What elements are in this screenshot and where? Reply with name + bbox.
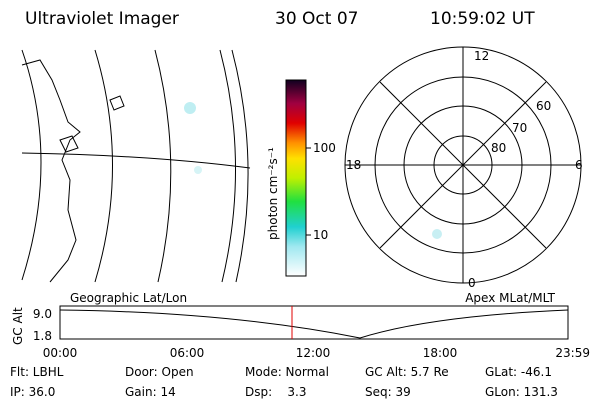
colorbar [285, 79, 307, 277]
hour-label: 6 [575, 158, 583, 172]
y-tick-label: 1.8 [33, 329, 52, 343]
footer-field: Door: Open [125, 365, 194, 379]
gc-alt-curve [59, 309, 569, 339]
footer-field: Seq: 39 [365, 385, 411, 399]
x-tick-label: 23:59 [555, 346, 590, 360]
footer-field: Gain: 14 [125, 385, 176, 399]
lat-label: 80 [491, 141, 506, 155]
timeline-frame [59, 305, 569, 340]
footer-field: GC Alt: 5.7 Re [365, 365, 449, 379]
colorbar-label: photon cm⁻²s⁻¹ [266, 147, 280, 240]
geo-map [21, 49, 251, 283]
y-axis-label: GC Alt [11, 307, 25, 345]
aurora-spot [184, 102, 196, 114]
hour-label: 12 [474, 49, 489, 63]
hour-label: 18 [346, 158, 361, 172]
time: 10:59:02 UT [430, 9, 535, 29]
date: 30 Oct 07 [275, 9, 358, 29]
footer-field: Flt: LBHL [10, 365, 64, 379]
hour-label: 0 [468, 276, 476, 290]
footer-field: Mode: Normal [245, 365, 329, 379]
footer-field: Dsp: 3.3 [245, 385, 307, 399]
x-tick-label: 18:00 [423, 346, 458, 360]
footer-field: GLon: 131.3 [485, 385, 558, 399]
x-tick-label: 00:00 [43, 346, 78, 360]
footer: Flt: LBHL Door: Open Mode: Normal GC Alt: 5… [10, 365, 558, 399]
colorbar-tick-label: 100 [313, 141, 336, 155]
footer-field: IP: 36.0 [10, 385, 55, 399]
timeline-left-label: Geographic Lat/Lon [70, 291, 187, 305]
x-tick-label: 12:00 [296, 346, 331, 360]
footer-field: GLat: -46.1 [485, 365, 552, 379]
x-tick-label: 06:00 [170, 346, 205, 360]
colorbar-tick-label: 10 [313, 228, 328, 242]
polar-plot [344, 46, 582, 284]
title: Ultraviolet Imager [25, 9, 179, 29]
lat-label: 70 [512, 121, 527, 135]
lat-label: 60 [536, 99, 551, 113]
aurora-spot [194, 166, 202, 174]
timeline-right-label: Apex MLat/MLT [465, 291, 555, 305]
y-tick-label: 9.0 [33, 307, 52, 321]
